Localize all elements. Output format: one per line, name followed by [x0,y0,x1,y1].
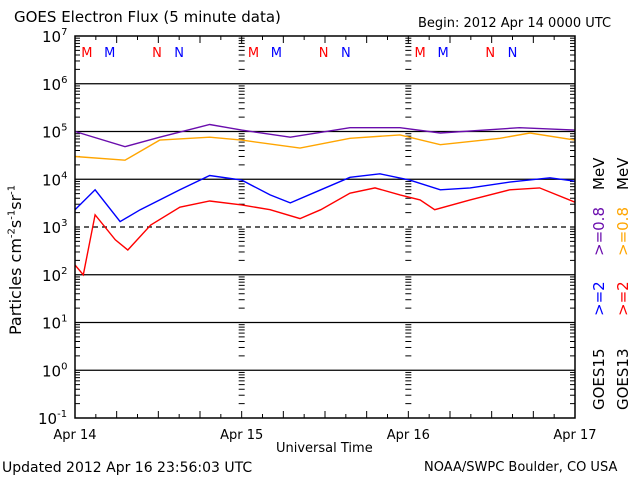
local-time-marker: M [104,46,115,61]
local-time-marker: M [415,46,426,61]
legend-goes13-sat: GOES13 [614,348,632,410]
y-tick-label: 100 [42,361,67,380]
y-label-s: s [6,219,25,229]
legend-goes15-2mev: >=2 [590,281,608,316]
x-tick-label: Apr 17 [553,428,596,443]
y-tick-label: 102 [42,266,67,285]
y-tick-label: 103 [42,218,67,237]
begin-label: Begin: 2012 Apr 14 0000 UTC [418,16,612,31]
local-time-marker: N [485,46,495,61]
legend-goes13-unit: MeV [614,157,632,190]
y-axis-label: Particles cm-2s-1sr-1 [6,185,25,335]
y-tick-exponent: 5 [61,123,67,134]
y-label-base: Particles cm [6,238,25,335]
x-tick-label: Apr 14 [53,428,96,443]
x-tick-label: Apr 15 [220,428,263,443]
legend-goes15-unit: MeV [590,157,608,190]
y-label-exp1: -2 [6,228,18,239]
x-axis-label: Universal Time [276,441,373,456]
local-time-marker: N [174,46,184,61]
y-tick-exponent: 4 [61,170,67,181]
y-tick-label: 104 [42,170,67,189]
y-tick-label: 10-1 [38,409,67,428]
local-time-marker: N [341,46,351,61]
y-label-sr: sr [6,194,25,210]
local-time-marker: M [81,46,92,61]
y-tick-exponent: 6 [61,75,67,86]
series-line-goes15-0-8-mev [74,123,576,148]
local-time-marker: M [248,46,259,61]
series-line-goes13-2-mev [74,187,576,277]
y-tick-exponent: 0 [61,361,67,372]
y-tick-exponent: 7 [61,27,67,38]
chart-title: GOES Electron Flux (5 minute data) [14,8,281,26]
series-line-goes15-2-mev [74,173,576,223]
local-time-marker: M [271,46,282,61]
plot-frame [74,35,576,419]
x-tick-label: Apr 16 [387,428,430,443]
local-time-marker: M [437,46,448,61]
y-tick-label: 106 [42,75,67,94]
y-label-exp3: -1 [6,184,18,195]
y-tick-label: 107 [42,27,67,46]
local-time-marker: N [152,46,162,61]
y-tick-label: 101 [42,314,67,333]
local-time-marker: N [508,46,518,61]
y-tick-exponent: 3 [61,218,67,229]
y-tick-exponent: 1 [61,314,67,325]
y-tick-exponent: 2 [61,266,67,277]
y-tick-label: 105 [42,123,67,142]
y-tick-exponent: -1 [57,409,67,420]
legend-goes15-08mev: >=0.8 [590,207,608,256]
local-time-marker: N [319,46,329,61]
legend-goes13-2mev: >=2 [614,281,632,316]
legend-goes15-sat: GOES15 [590,348,608,410]
y-label-exp2: -1 [6,209,18,220]
credit-label: NOAA/SWPC Boulder, CO USA [424,460,618,475]
legend-goes13-08mev: >=0.8 [614,207,632,256]
updated-timestamp: Updated 2012 Apr 16 23:56:03 UTC [2,460,253,476]
series-line-goes13-0-8-mev [74,132,576,161]
